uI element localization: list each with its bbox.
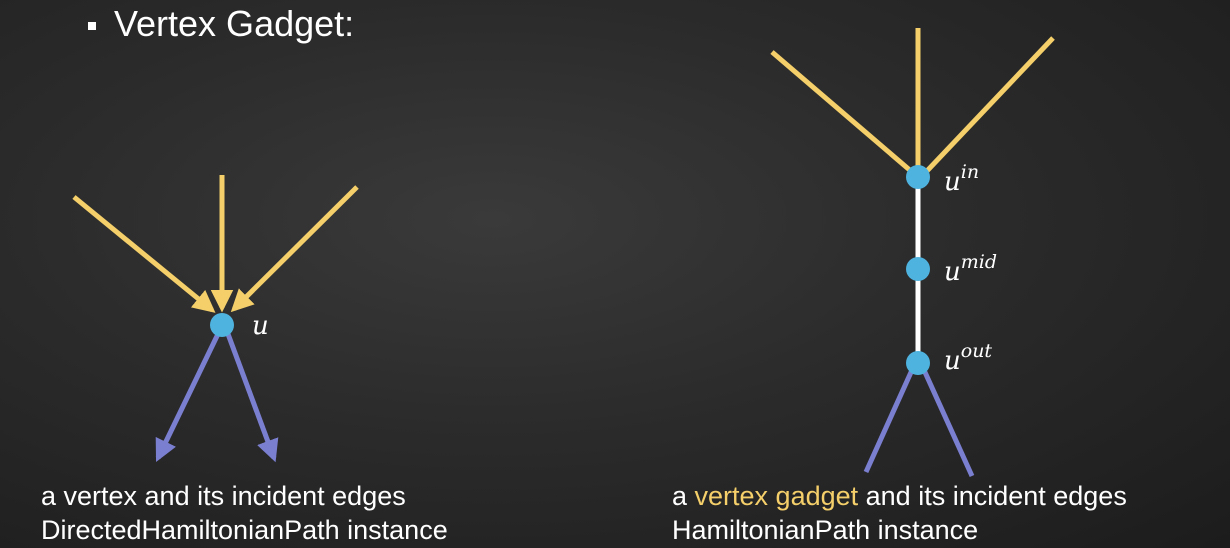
label-u-out-base: u (944, 346, 961, 376)
right-caption-line2: HamiltonianPath instance (672, 515, 979, 545)
slide-title: Vertex Gadget: (88, 2, 354, 46)
title-text: Vertex Gadget: (114, 3, 355, 44)
label-u-out: uout (944, 340, 992, 376)
right-caption-prefix: a (672, 481, 695, 511)
right-incoming-edge-1 (770, 50, 914, 174)
vertex-u-mid (906, 257, 930, 281)
left-caption: a vertex and its incident edges Directed… (41, 479, 448, 547)
left-outgoing-edge-1 (155, 332, 221, 463)
left-diagram: u (72, 175, 359, 463)
label-u-in-sup: in (961, 161, 979, 183)
label-u-in-base: u (944, 167, 961, 197)
vertex-u-out (906, 351, 930, 375)
label-u-out-sup: out (961, 340, 993, 362)
left-caption-line1: a vertex and its incident edges (41, 481, 406, 511)
label-u-mid-base: u (944, 257, 961, 287)
label-u-mid-sup: mid (961, 251, 997, 273)
left-vertex-u (210, 313, 234, 337)
label-u-in: uin (944, 161, 979, 197)
label-u-mid: umid (944, 251, 997, 287)
left-caption-line2: DirectedHamiltonianPath instance (41, 515, 448, 545)
right-caption-suffix: and its incident edges (858, 481, 1127, 511)
right-incoming-edge-3 (924, 36, 1055, 174)
left-incoming-edge-1 (72, 195, 216, 313)
right-outgoing-edge-2 (921, 368, 975, 478)
right-caption: a vertex gadget and its incident edges H… (672, 479, 1127, 547)
right-diagram: uin umid uout (770, 28, 1055, 478)
right-caption-line1: a vertex gadget and its incident edges (672, 479, 1127, 513)
left-incoming-edge-3 (230, 185, 359, 313)
right-caption-highlight: vertex gadget (694, 481, 859, 511)
right-outgoing-edge-1 (863, 368, 915, 474)
left-outgoing-edge-2 (225, 333, 279, 463)
left-vertex-label: u (252, 311, 269, 341)
bullet-icon (88, 22, 96, 30)
vertex-u-in (906, 165, 930, 189)
